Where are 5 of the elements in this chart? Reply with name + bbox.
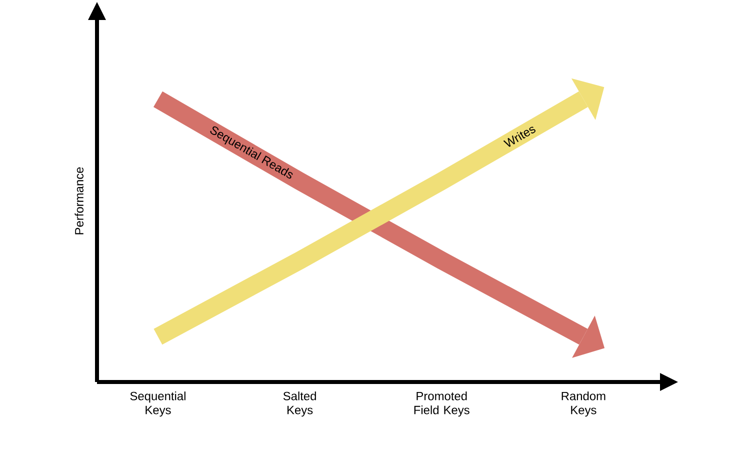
x-tick-label: Salted Keys <box>283 392 316 417</box>
x-tick-label: Promoted Field Keys <box>414 392 470 417</box>
y-axis-title: Performance <box>74 167 84 234</box>
x-tick-label: Random Keys <box>562 392 606 417</box>
x-tick-label: Sequential Keys <box>130 392 186 417</box>
